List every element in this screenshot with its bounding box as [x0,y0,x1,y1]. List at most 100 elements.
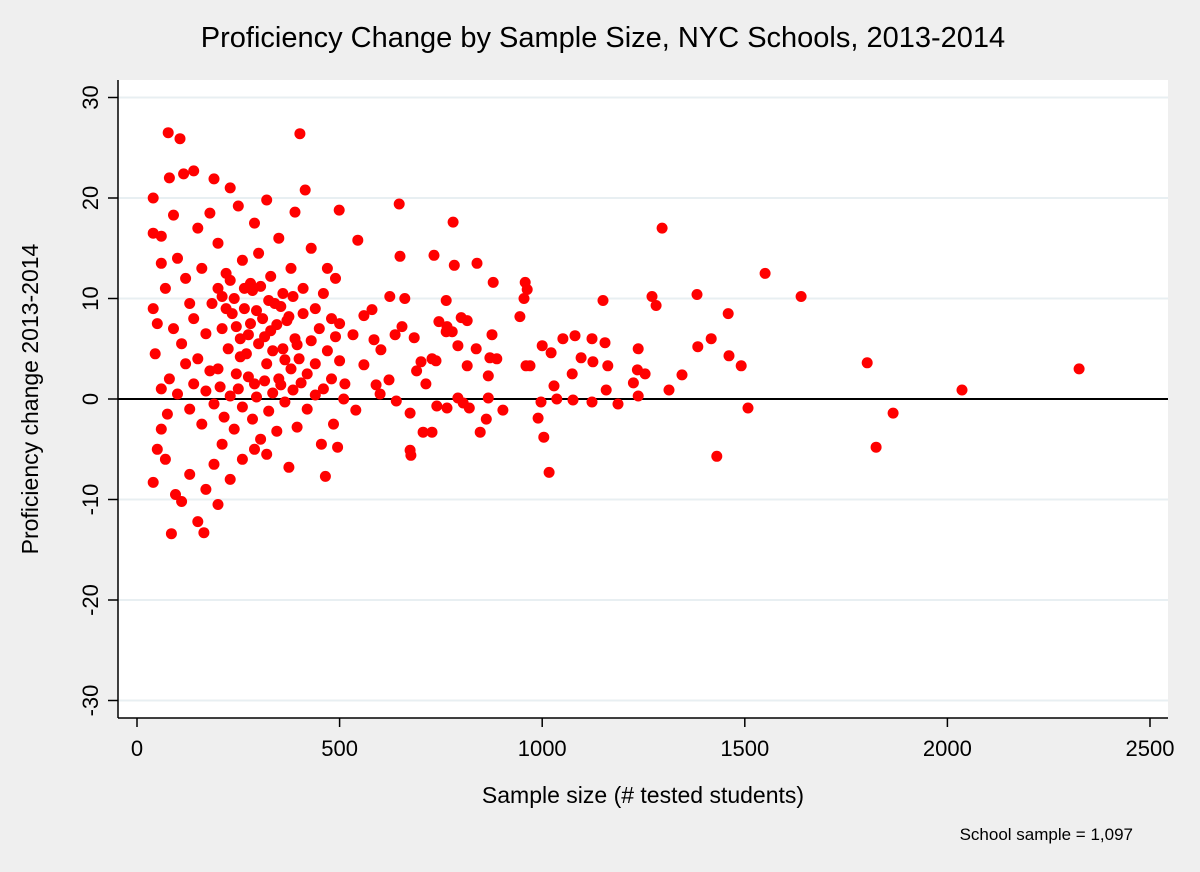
x-tick-label: 500 [321,736,358,761]
data-point [639,368,651,380]
data-point [263,405,275,417]
y-tick-label: 30 [78,85,103,109]
data-point [319,470,331,482]
data-point [236,453,248,465]
data-point [216,323,228,335]
data-point [279,396,291,408]
data-point [151,318,163,330]
data-point [326,373,337,385]
x-axis-label: Sample size (# tested students) [482,782,804,808]
data-point [551,393,563,405]
data-point [482,392,494,404]
data-point [612,398,624,410]
data-point [440,295,452,306]
data-point [602,360,614,372]
data-point [163,373,175,385]
data-point [275,379,287,391]
data-point [224,473,236,485]
data-point [861,357,873,369]
data-point [271,319,283,331]
data-point [676,369,688,381]
data-point [162,127,174,139]
data-point [375,344,387,356]
data-point [383,374,395,386]
data-point [218,411,230,423]
data-point [431,400,443,412]
data-point [486,329,498,341]
data-point [461,360,473,372]
data-point [484,352,496,364]
data-point [691,289,703,300]
data-point [405,449,417,461]
x-tick-label: 1000 [518,736,567,761]
data-point [723,350,735,362]
data-point [251,391,262,403]
data-point [366,304,378,316]
data-point [586,396,598,408]
data-point [287,384,299,396]
data-point [184,468,196,480]
data-point [176,496,188,507]
y-tick-label: 20 [78,186,103,210]
data-point [285,363,297,375]
data-point [176,338,188,350]
data-point [656,222,668,234]
data-point [328,418,339,430]
data-point [339,378,351,390]
data-point [161,408,173,420]
data-point [216,291,228,302]
data-point [159,453,171,465]
data-point [887,407,899,419]
data-point [420,378,432,390]
data-point [192,222,204,234]
chart-title: Proficiency Change by Sample Size, NYC S… [201,22,1005,54]
data-point [497,404,509,416]
data-point [352,234,364,246]
data-point [470,343,482,355]
data-point [334,355,346,367]
data-point [374,388,386,400]
data-point [204,365,216,377]
data-point [236,254,248,266]
data-point [317,288,329,299]
data-point [394,250,406,262]
data-point [575,352,587,364]
data-point [396,321,408,333]
data-point [514,311,526,323]
data-point [471,257,483,269]
data-point [711,450,723,462]
data-point [795,291,807,302]
data-point [188,165,200,177]
data-point [330,272,341,284]
data-point [242,329,254,341]
data-point [393,198,405,210]
data-point [208,398,220,410]
sample-size-note: School sample = 1,097 [960,825,1133,844]
y-tick-label: 0 [78,393,103,405]
data-point [159,282,171,294]
data-point [283,311,295,323]
data-point [212,499,224,510]
data-point [249,443,260,455]
data-point [261,358,273,370]
data-point [538,431,550,443]
data-point [277,343,289,355]
data-point [204,207,216,219]
data-point [224,182,236,194]
data-point [255,433,267,445]
data-point [200,328,212,340]
data-point [277,288,289,299]
data-point [535,396,547,408]
data-point [165,528,177,540]
data-point [536,340,548,352]
x-tick-label: 1500 [720,736,769,761]
data-point [692,341,704,353]
data-point [426,353,438,365]
data-point [315,438,327,450]
data-point [147,192,159,204]
data-point [192,353,204,365]
data-point [870,441,882,453]
data-point [333,204,345,216]
data-point [222,343,234,355]
data-point [415,356,427,368]
